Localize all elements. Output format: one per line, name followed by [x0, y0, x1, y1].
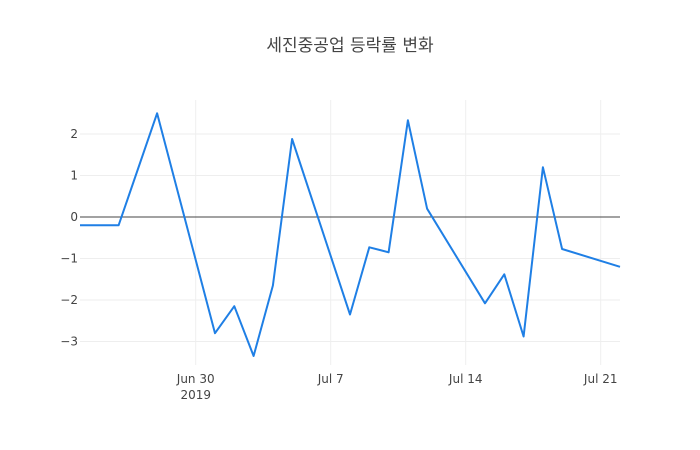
- x-tick-sublabel: 2019: [180, 388, 211, 402]
- y-axis-labels: 2 1 0 −1 −2 −3: [60, 127, 78, 349]
- x-tick-label: Jun 30: [176, 372, 215, 386]
- y-tick-label: −1: [60, 252, 78, 266]
- x-tick-label: Jul 7: [317, 372, 344, 386]
- y-tick-label: 1: [70, 169, 78, 183]
- y-tick-label: −3: [60, 335, 78, 349]
- chart-title: 세진중공업 등락률 변화: [266, 36, 434, 56]
- grid-lines: [80, 100, 620, 365]
- x-tick-label: Jul 21: [583, 372, 618, 386]
- x-axis-labels: Jun 30 2019 Jul 7 Jul 14 Jul 21: [176, 372, 618, 402]
- y-tick-label: −2: [60, 293, 78, 307]
- x-tick-label: Jul 14: [448, 372, 483, 386]
- series-line: [80, 112, 621, 357]
- y-tick-label: 2: [70, 127, 78, 141]
- y-tick-label: 0: [70, 210, 78, 224]
